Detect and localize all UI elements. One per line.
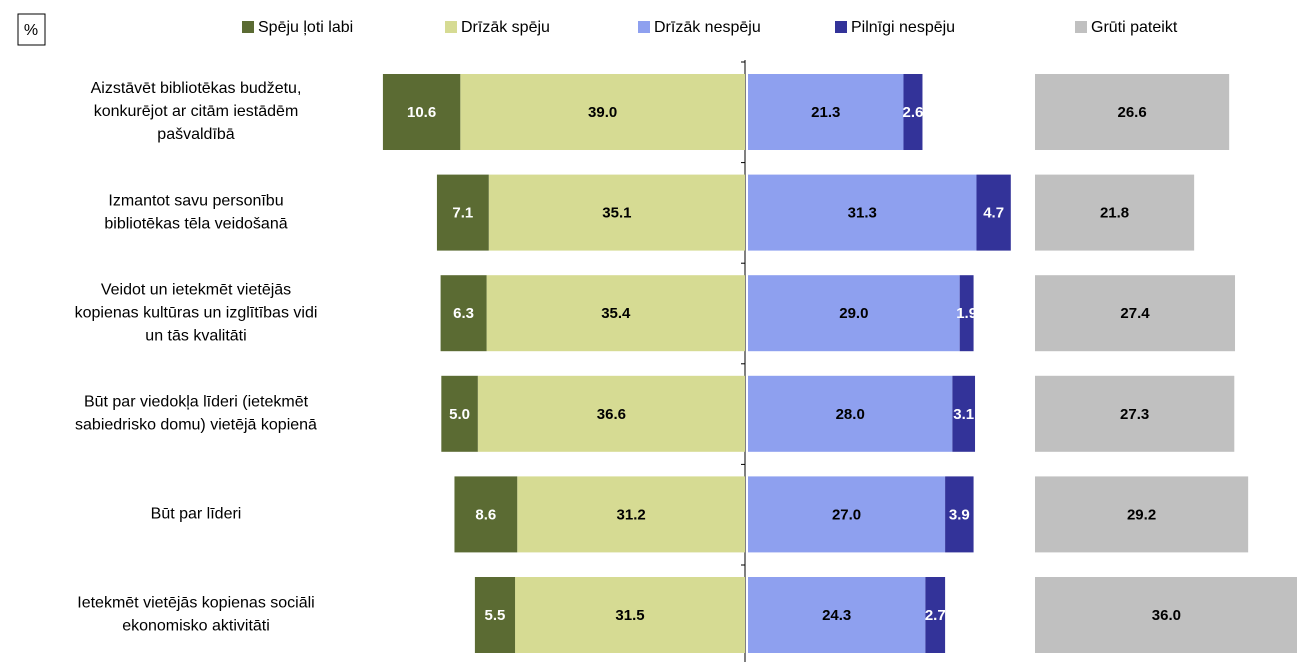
value-label: 27.3 — [1120, 406, 1149, 423]
legend-label: Drīzāk spēju — [461, 19, 550, 36]
legend-label: Spēju ļoti labi — [258, 19, 353, 36]
category-label: sabiedrisko domu) vietējā kopienā — [75, 417, 317, 434]
bar-segment — [976, 174, 1011, 251]
value-label: 24.3 — [822, 607, 851, 624]
category-label: konkurējot ar citām iestādēm — [94, 103, 299, 120]
legend-swatch — [445, 21, 457, 33]
legend-swatch — [835, 21, 847, 33]
bar-segment — [454, 476, 518, 553]
value-label: 36.0 — [1152, 607, 1181, 624]
bar-segment — [515, 577, 745, 653]
value-label: 3.1 — [953, 406, 974, 423]
category-label: Aizstāvēt bibliotēkas budžetu, — [91, 80, 302, 97]
bar-segment — [1035, 174, 1195, 251]
value-label: 5.0 — [449, 406, 470, 423]
value-label: 27.0 — [832, 506, 861, 523]
value-label: 39.0 — [588, 104, 617, 121]
bar-segment — [959, 275, 974, 352]
value-label: 2.6 — [903, 104, 924, 121]
legend-swatch — [1075, 21, 1087, 33]
value-label: 29.0 — [839, 305, 868, 322]
bar-segment — [925, 577, 946, 653]
category-label: Ietekmēt vietējās kopienas sociāli — [77, 595, 314, 612]
category-label: Izmantot savu personību — [108, 192, 283, 209]
value-label: 3.9 — [949, 506, 970, 523]
bar-segment — [748, 476, 946, 553]
bar-segment — [1035, 74, 1230, 150]
bar-segment — [748, 275, 960, 352]
value-label: 2.7 — [925, 607, 946, 624]
value-label: 21.8 — [1100, 205, 1129, 222]
category-label: ekonomisko aktivitāti — [122, 618, 270, 635]
bar-segment — [488, 174, 745, 251]
value-label: 1.9 — [956, 305, 977, 322]
value-label: 8.6 — [475, 506, 496, 523]
value-label: 4.7 — [983, 205, 1004, 222]
value-label: 7.1 — [452, 205, 473, 222]
bar-segment — [436, 174, 489, 251]
bar-segment — [1035, 476, 1249, 553]
legend-swatch — [638, 21, 650, 33]
bar-segment — [382, 74, 461, 150]
value-label: 35.4 — [601, 305, 631, 322]
category-label: bibliotēkas tēla veidošanā — [104, 215, 287, 232]
value-label: 31.3 — [848, 205, 877, 222]
value-label: 28.0 — [836, 406, 865, 423]
value-label: 10.6 — [407, 104, 436, 121]
value-label: 26.6 — [1117, 104, 1146, 121]
bar-segment — [441, 375, 478, 452]
bar-segment — [486, 275, 745, 352]
bar-segment — [748, 74, 904, 150]
bar-segment — [1035, 577, 1297, 653]
bar-segment — [748, 375, 953, 452]
bar-segment — [952, 375, 976, 452]
category-label: Būt par viedokļa līderi (ietekmēt — [84, 394, 309, 411]
category-label: Būt par līderi — [151, 506, 242, 523]
bar-segment — [748, 577, 926, 653]
value-label: 29.2 — [1127, 506, 1156, 523]
bar-segment — [1035, 275, 1236, 352]
value-label: 35.1 — [602, 205, 631, 222]
bar-segment — [474, 577, 516, 653]
bar-segment — [517, 476, 745, 553]
bar-segment — [1035, 375, 1235, 452]
bar-segment — [945, 476, 974, 553]
legend-label: Pilnīgi nespēju — [851, 19, 955, 36]
category-label: pašvaldībā — [157, 126, 234, 143]
bar-segment — [440, 275, 487, 352]
value-label: 27.4 — [1120, 305, 1150, 322]
value-label: 31.2 — [617, 506, 646, 523]
unit-box — [17, 13, 46, 46]
bar-segment — [903, 74, 923, 150]
bar-segment — [477, 375, 745, 452]
value-label: 36.6 — [597, 406, 626, 423]
value-label: 31.5 — [615, 607, 644, 624]
bar-segment — [748, 174, 977, 251]
value-label: 5.5 — [485, 607, 506, 624]
value-label: 6.3 — [453, 305, 474, 322]
category-label: un tās kvalitāti — [145, 327, 246, 344]
category-label: Veidot un ietekmēt vietējās — [101, 281, 291, 298]
value-label: 21.3 — [811, 104, 840, 121]
bar-segment — [460, 74, 745, 150]
legend-swatch — [242, 21, 254, 33]
category-label: kopienas kultūras un izglītības vidi — [75, 304, 318, 321]
unit-label: % — [24, 22, 38, 39]
legend-label: Drīzāk nespēju — [654, 19, 761, 36]
legend-label: Grūti pateikt — [1091, 19, 1178, 36]
